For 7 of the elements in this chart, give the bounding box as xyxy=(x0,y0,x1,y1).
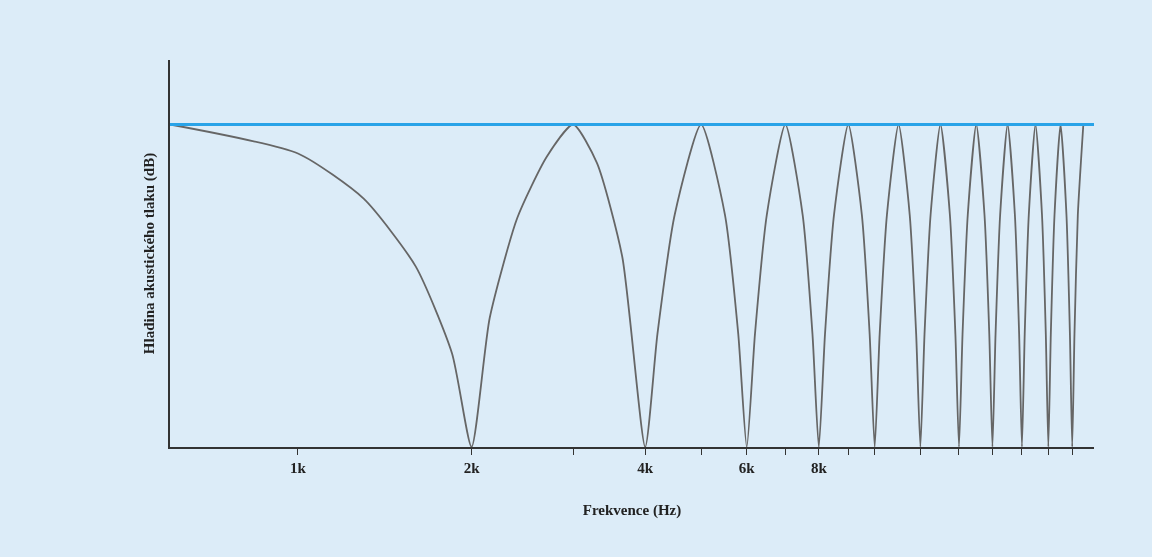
y-axis-title: Hladina akustického tlaku (dB) xyxy=(141,152,158,355)
x-tick-label: 8k xyxy=(810,459,828,476)
x-tick-label: 4k xyxy=(637,459,654,476)
x-tick-label: 2k xyxy=(463,459,481,476)
x-tick-label: 1k xyxy=(290,459,307,476)
x-tick-label: 6k xyxy=(738,459,756,476)
x-axis-title: Frekvence (Hz) xyxy=(582,502,682,520)
